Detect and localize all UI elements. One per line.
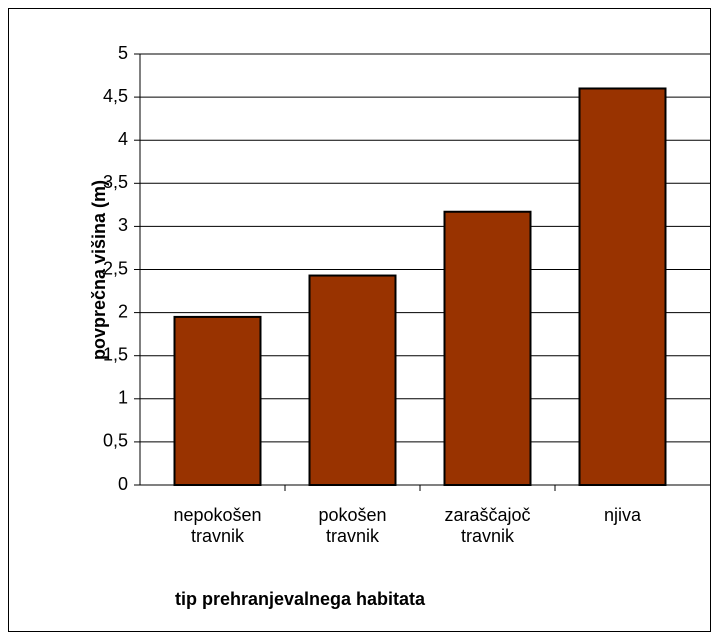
y-tick-label: 4,5 xyxy=(103,86,128,106)
y-tick-label: 1,5 xyxy=(103,344,128,364)
x-axis-title: tip prehranjevalnega habitata xyxy=(175,589,426,609)
x-tick-label: pokošen travnik xyxy=(318,505,387,546)
y-tick-label: 3,5 xyxy=(103,172,128,192)
x-tick-label: zaraščajoč travnik xyxy=(444,505,531,546)
bar xyxy=(578,87,667,486)
y-tick-label: 4 xyxy=(118,129,128,149)
bar xyxy=(308,274,397,486)
y-tick-label: 0 xyxy=(118,474,128,494)
bar xyxy=(173,315,262,486)
y-tick-label: 5 xyxy=(118,43,128,63)
y-axis-title: povprečna višina (m) xyxy=(89,180,109,360)
y-tick-label: 3 xyxy=(118,215,128,235)
x-tick-label: njiva xyxy=(603,505,642,525)
x-tick-label: nepokošen travnik xyxy=(173,505,262,546)
y-tick-label: 2 xyxy=(118,301,128,321)
y-tick-label: 1 xyxy=(118,388,128,408)
y-tick-label: 0,5 xyxy=(103,431,128,451)
y-tick-label: 2,5 xyxy=(103,258,128,278)
bar xyxy=(443,210,532,486)
